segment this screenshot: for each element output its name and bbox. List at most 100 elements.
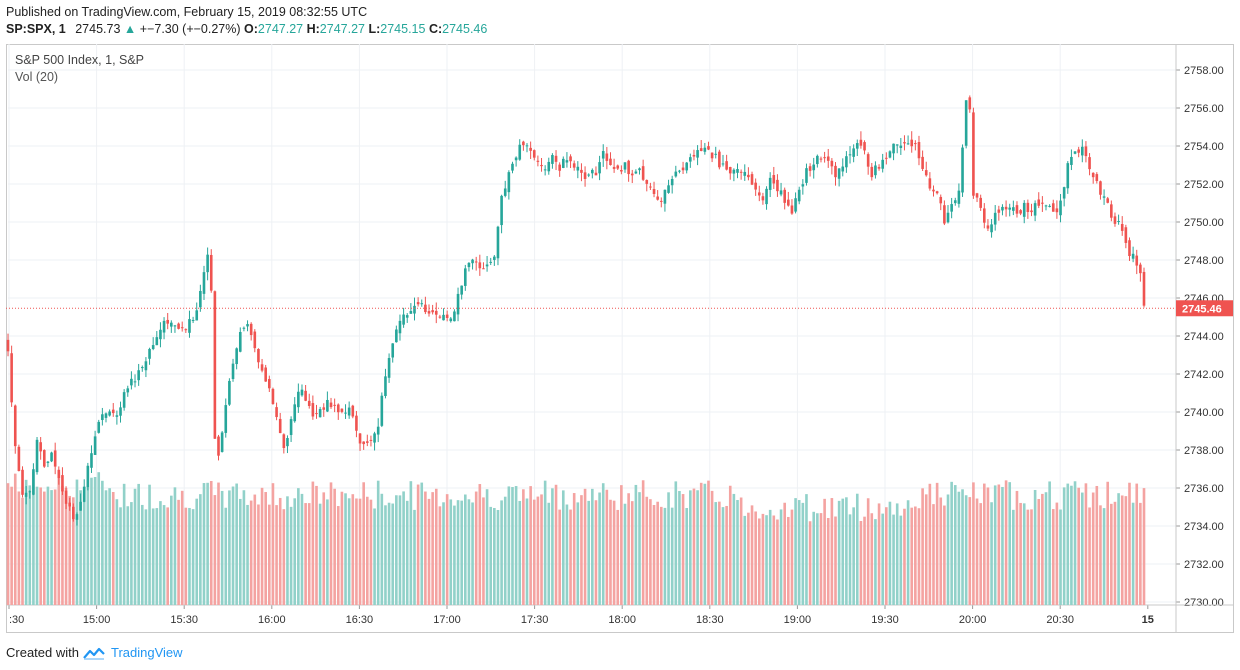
candle-body <box>794 198 797 212</box>
candle-body <box>391 343 395 358</box>
volume-bar <box>805 494 808 605</box>
candle-body <box>837 168 841 179</box>
volume-bar <box>260 487 264 605</box>
symbol-label: SP:SPX, 1 <box>6 22 66 36</box>
volume-bar <box>1095 485 1099 605</box>
candle-body <box>551 155 554 164</box>
candle-body <box>351 405 355 417</box>
volume-bar <box>217 482 220 605</box>
volume-bar <box>561 490 565 605</box>
candle-body <box>1106 198 1110 203</box>
volume-bar <box>1037 498 1041 605</box>
volume-bar <box>86 486 90 605</box>
candle-body <box>859 139 863 146</box>
y-tick-label: 2756.00 <box>1184 103 1224 115</box>
y-tick-label: 2740.00 <box>1184 407 1224 419</box>
volume-bar <box>732 493 736 605</box>
candle-body <box>275 407 278 418</box>
volume-bar <box>583 488 587 605</box>
candle-body <box>220 432 224 452</box>
volume-bar <box>1106 481 1110 605</box>
candle-body <box>242 327 246 329</box>
volume-bar <box>155 508 159 605</box>
candle-body <box>456 293 460 315</box>
volume-bar <box>870 513 874 605</box>
candle-body <box>300 389 304 396</box>
candle-body <box>1059 200 1062 216</box>
candle-body <box>830 160 834 167</box>
candle-body <box>583 172 587 179</box>
volume-bar <box>551 488 554 605</box>
candle-body <box>133 381 137 383</box>
candle-body <box>1062 187 1066 199</box>
candle-body <box>903 142 906 144</box>
volume-bar <box>463 494 467 605</box>
volume-bar <box>921 488 924 605</box>
volume-bar <box>543 480 547 605</box>
volume-bar <box>649 499 652 605</box>
volume-bar <box>75 479 79 605</box>
volume-bar <box>594 500 598 605</box>
candle-body <box>721 163 725 165</box>
volume-bar <box>391 503 395 605</box>
candle-body <box>863 142 866 151</box>
volume-bar <box>126 506 130 605</box>
candle-body <box>68 502 72 507</box>
volume-bar <box>278 497 282 605</box>
volume-bar <box>808 521 812 605</box>
candle-body <box>119 407 122 416</box>
volume-bar <box>195 498 199 605</box>
price-chart[interactable]: 2730.00 2732.00 2734.00 2736.00 2738.00 2740.… <box>6 44 1234 633</box>
volume-bar <box>718 501 721 605</box>
volume-bar <box>968 497 972 605</box>
candle-body <box>340 408 344 412</box>
candle-body <box>652 189 656 194</box>
candle-body <box>268 379 271 389</box>
volume-bar <box>148 484 151 605</box>
candle-body <box>514 157 518 161</box>
volume-bar <box>845 497 848 605</box>
volume-bar <box>866 498 870 605</box>
candle-body <box>72 506 75 520</box>
chart-frame <box>6 44 1234 633</box>
candle-body <box>852 148 855 157</box>
candle-body <box>808 166 812 171</box>
x-tick-label: 16:30 <box>346 614 374 626</box>
candle-body <box>743 171 747 176</box>
candle-body <box>790 205 794 214</box>
x-tick-label: 15:30 <box>170 614 198 626</box>
candle-body <box>1008 207 1012 210</box>
candle-body <box>170 322 173 327</box>
volume-bar <box>547 502 551 605</box>
candle-body <box>685 162 689 171</box>
volume-bar <box>1008 482 1012 605</box>
candle-body <box>1030 210 1033 213</box>
candle-body <box>32 469 35 495</box>
candle-body <box>333 404 336 406</box>
candle-body <box>1099 181 1102 195</box>
volume-bar <box>478 484 482 605</box>
candle-body <box>228 380 231 405</box>
candle-body <box>101 414 104 421</box>
volume-bar <box>743 515 747 605</box>
volume-bar <box>601 483 605 605</box>
volume-bar <box>736 500 739 605</box>
candle-body <box>543 169 547 171</box>
candle-body <box>253 331 257 349</box>
candle-body <box>670 178 674 186</box>
tradingview-brand[interactable]: TradingView <box>110 645 183 660</box>
candle-body <box>659 200 663 202</box>
candle-body <box>395 329 398 343</box>
volume-bar <box>525 498 529 605</box>
candle-body <box>264 367 267 382</box>
candle-body <box>111 409 115 414</box>
volume-bar <box>906 500 910 605</box>
volume-bar <box>634 484 638 605</box>
candle-body <box>946 212 950 223</box>
volume-bar <box>652 505 656 605</box>
candle-body <box>289 419 293 435</box>
candle-body <box>13 405 17 447</box>
candle-body <box>304 390 307 401</box>
volume-bar <box>1135 483 1139 605</box>
candle-body <box>645 180 649 184</box>
